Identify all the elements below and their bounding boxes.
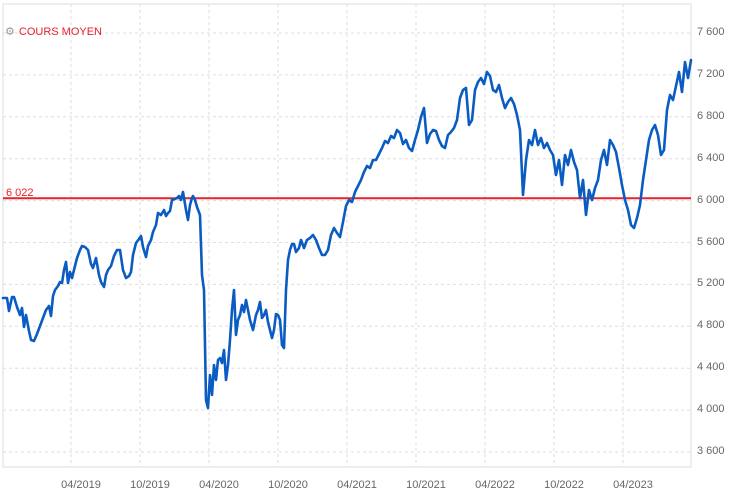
y-tick-label: 4 400 (697, 361, 725, 374)
y-tick-label: 3 600 (697, 445, 725, 457)
x-tick-label: 10/2022 (544, 479, 584, 491)
y-tick-label: 5 600 (697, 235, 725, 248)
x-tick-label: 04/2019 (61, 479, 101, 491)
y-tick-label: 4 800 (697, 319, 725, 332)
x-tick-label: 04/2023 (613, 479, 653, 491)
legend-label: COURS MOYEN (18, 26, 102, 38)
price-series-line[interactable] (1, 58, 693, 410)
y-tick-label: 7 200 (697, 67, 725, 80)
y-tick-label: 6 800 (697, 109, 725, 122)
y-tick-label: 7 600 (697, 26, 725, 38)
x-tick-label: 04/2022 (475, 479, 515, 491)
y-tick-label: 4 000 (697, 403, 725, 416)
y-tick-label: 6 000 (697, 193, 725, 206)
gear-icon[interactable]: ⚙ (5, 25, 15, 38)
x-tick-label: 10/2020 (268, 479, 308, 491)
y-tick-label: 6 400 (697, 151, 725, 164)
x-tick-label: 10/2021 (406, 479, 446, 491)
y-tick-label: 5 200 (697, 277, 725, 290)
average-value-label: 6 022 (6, 187, 34, 199)
plot-area-border (2, 3, 692, 468)
grid-lines (3, 4, 691, 467)
x-tick-label: 04/2021 (337, 479, 377, 491)
x-tick-label: 10/2019 (130, 479, 170, 491)
legend[interactable]: ⚙ COURS MOYEN (5, 26, 102, 38)
x-tick-label: 04/2020 (199, 479, 239, 491)
